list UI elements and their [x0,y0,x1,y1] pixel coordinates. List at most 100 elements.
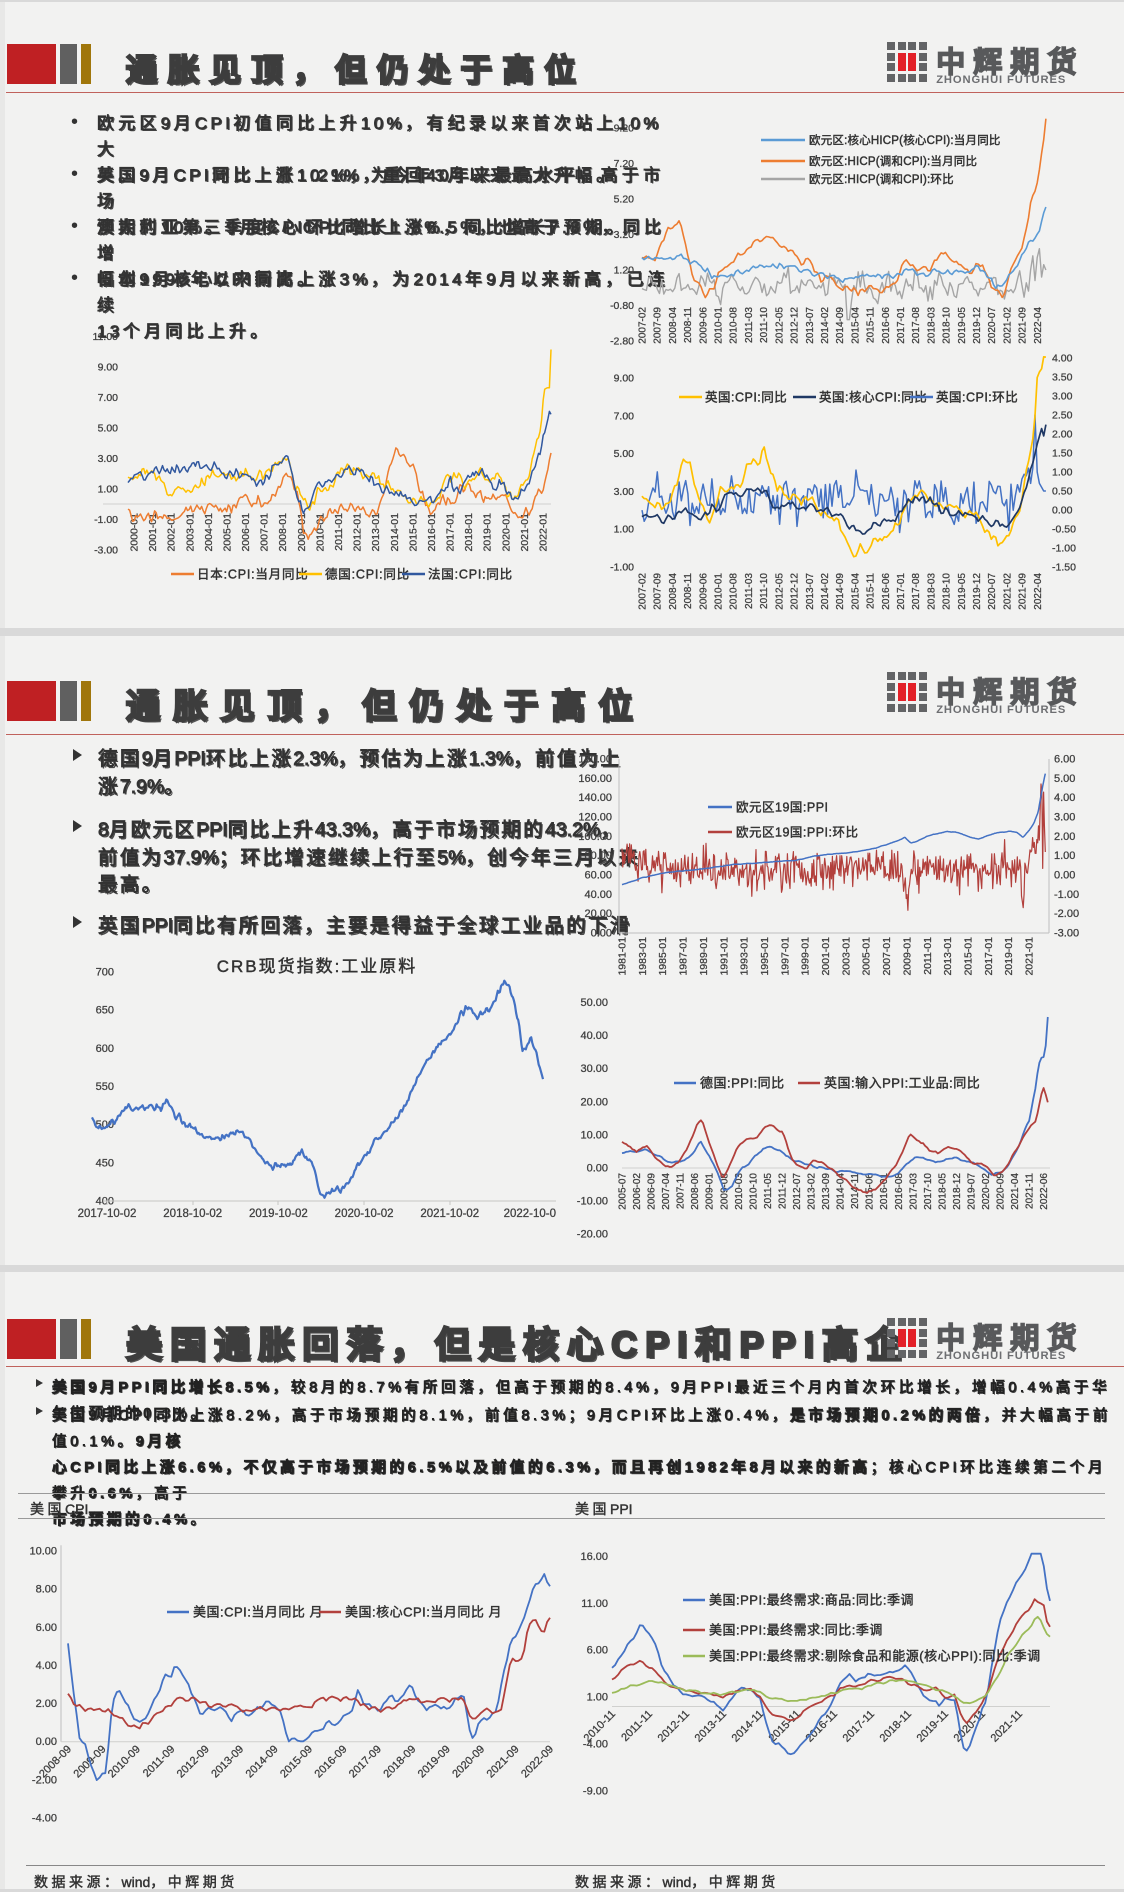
svg-text:2012-12: 2012-12 [790,573,801,610]
svg-text:2002-01: 2002-01 [166,513,178,552]
svg-text:1995-01: 1995-01 [759,937,771,976]
svg-text:2012-09: 2012-09 [175,1743,212,1780]
svg-text:1.00: 1.00 [1054,850,1075,862]
svg-text:2017-10-02: 2017-10-02 [78,1208,137,1220]
svg-text:11.00: 11.00 [93,331,119,343]
svg-text:2021-09: 2021-09 [1018,307,1029,344]
svg-text:2017-10: 2017-10 [923,1173,934,1210]
svg-text:2015-04: 2015-04 [850,573,861,610]
svg-text:3.00: 3.00 [1052,391,1073,403]
svg-text:600: 600 [96,1043,114,1055]
svg-text:2017-03: 2017-03 [908,1173,919,1210]
svg-text:2019-01: 2019-01 [482,513,494,552]
svg-text:2014-04: 2014-04 [836,1173,847,1210]
svg-text:2007-01: 2007-01 [259,513,271,552]
svg-text:7.20: 7.20 [614,158,635,170]
svg-text:2008-11: 2008-11 [683,573,694,609]
svg-text:英国:核心CPI:同比: 英国:核心CPI:同比 [819,391,927,405]
svg-text:2016-11: 2016-11 [804,1708,840,1744]
svg-text:2018-05: 2018-05 [937,1173,948,1210]
svg-text:3.00: 3.00 [1054,812,1075,824]
svg-text:1.50: 1.50 [1052,448,1073,460]
svg-text:-1.00: -1.00 [94,514,118,526]
svg-text:2011-05: 2011-05 [763,1173,774,1209]
svg-text:美国:PPI:最终需求:商品:同比:季调: 美国:PPI:最终需求:商品:同比:季调 [709,1593,914,1608]
svg-text:2014-09: 2014-09 [244,1743,281,1780]
svg-text:5.20: 5.20 [614,194,635,206]
svg-text:2007-04: 2007-04 [661,1173,672,1210]
svg-text:2020-01: 2020-01 [500,513,512,552]
svg-text:1993-01: 1993-01 [739,937,751,976]
svg-text:100.00: 100.00 [578,831,612,843]
svg-text:美国:PPI:最终需求:同比:季调: 美国:PPI:最终需求:同比:季调 [709,1623,883,1638]
svg-text:2007-09: 2007-09 [653,573,664,610]
svg-text:2.00: 2.00 [1054,831,1075,843]
svg-text:-4.00: -4.00 [32,1812,57,1824]
svg-text:0.00: 0.00 [1052,505,1073,517]
svg-text:16.00: 16.00 [580,1551,608,1563]
svg-text:2014-02: 2014-02 [820,307,831,344]
svg-text:欧元区19国:PPI: 欧元区19国:PPI [736,801,829,815]
svg-text:-3.00: -3.00 [1054,928,1079,940]
svg-text:2.00: 2.00 [36,1698,57,1710]
svg-text:650: 650 [96,1005,114,1017]
svg-text:8.00: 8.00 [36,1584,57,1596]
svg-text:2019-07: 2019-07 [966,1173,977,1210]
svg-text:1.20: 1.20 [614,265,635,277]
svg-text:2014-09: 2014-09 [835,307,846,344]
svg-text:5.00: 5.00 [1054,773,1075,785]
svg-text:2017-01: 2017-01 [983,937,995,976]
svg-text:10.00: 10.00 [580,1129,608,1141]
svg-text:-0.50: -0.50 [1052,524,1076,536]
svg-text:法国:CPI:同比: 法国:CPI:同比 [428,568,513,582]
svg-text:2015-04: 2015-04 [850,307,861,344]
svg-text:2006-01: 2006-01 [240,513,252,552]
svg-text:4.00: 4.00 [36,1660,57,1672]
svg-text:2022-04: 2022-04 [1033,573,1044,610]
svg-text:2016-06: 2016-06 [881,307,892,344]
svg-text:1.00: 1.00 [98,483,119,495]
svg-text:80.00: 80.00 [584,850,612,862]
svg-text:2020-09: 2020-09 [450,1743,487,1780]
svg-text:2017-01: 2017-01 [896,573,907,610]
svg-text:2012-11: 2012-11 [656,1708,692,1744]
svg-text:6.00: 6.00 [36,1622,57,1634]
svg-text:2008-01: 2008-01 [277,513,289,552]
svg-text:2019-05: 2019-05 [957,573,968,610]
svg-text:2013-01: 2013-01 [942,937,954,976]
svg-text:欧元区:HICP(调和CPI):当月同比: 欧元区:HICP(调和CPI):当月同比 [809,154,977,168]
svg-text:2011-01: 2011-01 [922,937,934,975]
svg-text:2019-05: 2019-05 [957,307,968,344]
svg-text:2007-02: 2007-02 [638,573,649,610]
svg-text:2009-06: 2009-06 [698,573,709,610]
svg-text:2020-09: 2020-09 [996,1173,1007,1210]
svg-text:日本:CPI:当月同比: 日本:CPI:当月同比 [197,568,309,582]
svg-text:2016-09: 2016-09 [313,1743,350,1780]
svg-text:2019-11: 2019-11 [915,1708,951,1744]
svg-text:2010-01: 2010-01 [714,307,725,344]
svg-text:2018-03: 2018-03 [926,573,937,610]
svg-text:2017-01: 2017-01 [896,307,907,344]
svg-text:2010-10: 2010-10 [748,1173,759,1210]
svg-text:6.00: 6.00 [587,1645,608,1657]
svg-text:120.00: 120.00 [578,811,612,823]
svg-text:2019-12: 2019-12 [972,573,983,610]
svg-text:-4.00: -4.00 [583,1738,608,1750]
svg-text:30.00: 30.00 [580,1063,608,1075]
svg-text:2012-12: 2012-12 [790,307,801,344]
svg-text:2012-05: 2012-05 [774,573,785,610]
svg-text:2016-01: 2016-01 [879,1173,890,1210]
svg-text:2001-01: 2001-01 [147,513,159,552]
svg-text:2021-09: 2021-09 [1018,573,1029,610]
svg-text:2020-10-02: 2020-10-02 [335,1208,394,1220]
svg-text:欧元区:核心HICP(核心CPI):当月同比: 欧元区:核心HICP(核心CPI):当月同比 [809,133,1001,147]
svg-text:2006-02: 2006-02 [632,1173,643,1210]
svg-text:2007-01: 2007-01 [881,937,893,976]
svg-text:2000-01: 2000-01 [129,513,141,552]
svg-text:7.00: 7.00 [614,410,635,422]
svg-text:2015-11: 2015-11 [866,307,877,343]
svg-text:2003-01: 2003-01 [184,513,196,552]
svg-text:-10.00: -10.00 [577,1196,608,1208]
svg-text:1.00: 1.00 [587,1692,608,1704]
svg-text:160.00: 160.00 [578,773,612,785]
